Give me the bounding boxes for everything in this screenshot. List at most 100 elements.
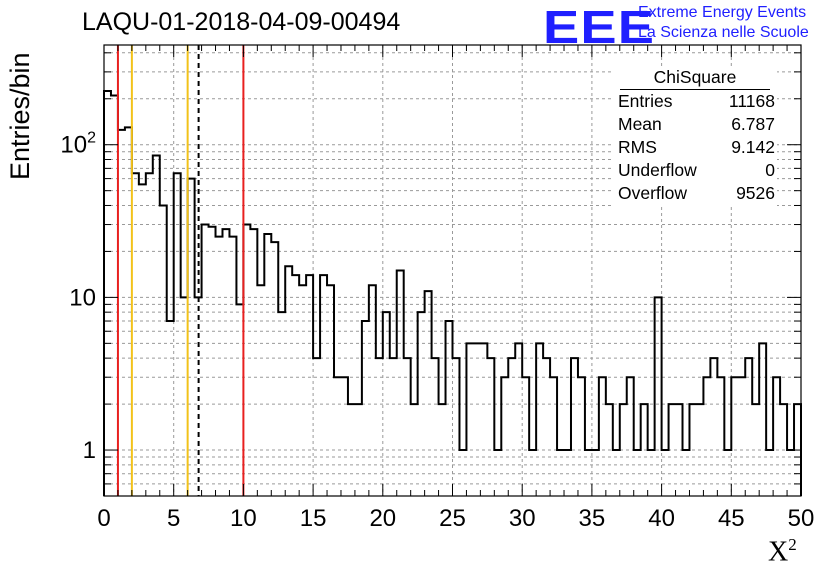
- histogram-bin: [418, 312, 425, 496]
- y-axis-label-text: Entries/bin: [5, 52, 35, 180]
- histogram-bin: [404, 358, 411, 496]
- histogram-bin: [236, 304, 243, 496]
- logo-line-1: Extreme Energy Events: [638, 4, 807, 21]
- histogram-bars: [103, 89, 802, 497]
- histogram-bin: [717, 377, 724, 496]
- stats-row-underflow: Underflow 0: [618, 159, 775, 182]
- histogram-bin: [689, 404, 696, 496]
- histogram-bin: [313, 358, 320, 496]
- histogram-bin: [383, 312, 390, 496]
- stats-value: 9526: [736, 183, 775, 203]
- histogram-bin: [766, 450, 773, 496]
- histogram-bin: [557, 450, 564, 496]
- histogram-bin: [515, 343, 522, 496]
- histogram-bin: [522, 377, 529, 496]
- histogram-bin: [634, 450, 641, 496]
- histogram-bin: [759, 343, 766, 496]
- histogram-bin: [529, 450, 536, 496]
- histogram-bin: [202, 225, 209, 496]
- stats-row-entries: Entries 11168: [618, 90, 775, 113]
- histogram-bin: [118, 130, 125, 496]
- histogram-bin: [341, 377, 348, 496]
- stats-value: 11168: [728, 91, 775, 111]
- histogram-bin: [397, 271, 404, 497]
- y-tick-label: 102: [60, 130, 96, 159]
- histogram-bin: [411, 404, 418, 496]
- histogram-bin: [745, 358, 752, 496]
- histogram-bin: [676, 404, 683, 496]
- x-tick-label: 30: [509, 505, 536, 532]
- histogram-bin: [327, 285, 334, 496]
- histogram-bin: [473, 343, 480, 496]
- histogram-bin: [592, 450, 599, 496]
- histogram-bin: [648, 450, 655, 496]
- x-tick-label: 25: [439, 505, 466, 532]
- histogram-bin: [738, 377, 745, 496]
- histogram-bin: [299, 285, 306, 496]
- histogram-bin: [153, 155, 160, 496]
- histogram-bin: [390, 358, 397, 496]
- histogram-bin: [571, 358, 578, 496]
- y-tick-label-base: 10: [60, 132, 87, 159]
- marker-lines: [116, 45, 245, 496]
- histogram-bin: [710, 358, 717, 496]
- x-tick-label: 20: [369, 505, 396, 532]
- stats-row-rms: RMS 9.142: [618, 136, 775, 159]
- histogram-bin: [188, 179, 195, 496]
- histogram-bin: [536, 343, 543, 496]
- x-tick-label: 10: [230, 505, 257, 532]
- x-axis-label-sup: 2: [788, 535, 797, 554]
- histogram-bin: [613, 450, 620, 496]
- histogram-bin: [174, 173, 181, 496]
- histogram-bin: [132, 173, 139, 496]
- stats-label: RMS: [618, 137, 657, 157]
- histogram-bin: [432, 358, 439, 496]
- histogram-bin: [641, 404, 648, 496]
- histogram-bin: [683, 450, 690, 496]
- stats-label: Mean: [618, 114, 662, 134]
- histogram-bin: [487, 358, 494, 496]
- histogram-bin: [731, 377, 738, 496]
- stats-title: ChiSquare: [620, 66, 770, 90]
- stats-value: 0: [765, 160, 775, 180]
- y-tick-label-exponent: 2: [87, 130, 96, 147]
- chart-title: LAQU-01-2018-04-09-00494: [82, 8, 401, 36]
- histogram-bin: [146, 173, 153, 496]
- histogram-bin: [167, 321, 174, 496]
- histogram-bin: [494, 450, 501, 496]
- histogram-bin: [669, 404, 676, 496]
- stats-label: Entries: [618, 91, 673, 111]
- histogram-bin: [271, 242, 278, 496]
- histogram-bin: [250, 229, 257, 496]
- histogram-bin: [543, 358, 550, 496]
- stats-value: 6.787: [731, 114, 775, 134]
- histogram-bin: [655, 297, 662, 496]
- histogram-bin: [334, 377, 341, 496]
- histogram-bin: [369, 285, 376, 496]
- histogram-bin: [696, 404, 703, 496]
- histogram-bin: [216, 237, 223, 496]
- histogram-bin: [376, 358, 383, 496]
- histogram-bin: [243, 225, 250, 496]
- stats-row-overflow: Overflow 9526: [618, 182, 775, 205]
- histogram-bin: [222, 229, 229, 496]
- histogram-bin: [780, 404, 787, 496]
- x-axis-label-base: X: [768, 536, 789, 568]
- histogram-bin: [508, 358, 515, 496]
- histogram-bin: [209, 227, 216, 496]
- histogram-bin: [348, 404, 355, 496]
- histogram-bin: [160, 205, 167, 496]
- histogram-bin: [181, 297, 188, 496]
- stats-label: Overflow: [618, 183, 688, 203]
- histogram-bin: [550, 377, 557, 496]
- histogram-bin: [627, 377, 634, 496]
- histogram-bin: [320, 275, 327, 496]
- histogram-bin: [264, 234, 271, 496]
- y-tick-label: 10: [69, 284, 96, 311]
- logo-line-2: La Scienza nelle Scuole: [638, 24, 809, 41]
- stats-value: 9.142: [731, 137, 775, 157]
- histogram-bin: [285, 266, 292, 496]
- y-axis-label: Entries/bin: [5, 52, 36, 180]
- histogram-bin: [459, 450, 466, 496]
